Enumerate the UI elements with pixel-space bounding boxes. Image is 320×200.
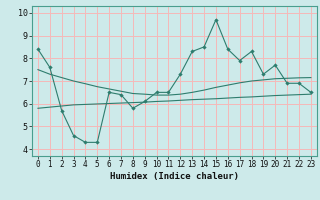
X-axis label: Humidex (Indice chaleur): Humidex (Indice chaleur) (110, 172, 239, 181)
